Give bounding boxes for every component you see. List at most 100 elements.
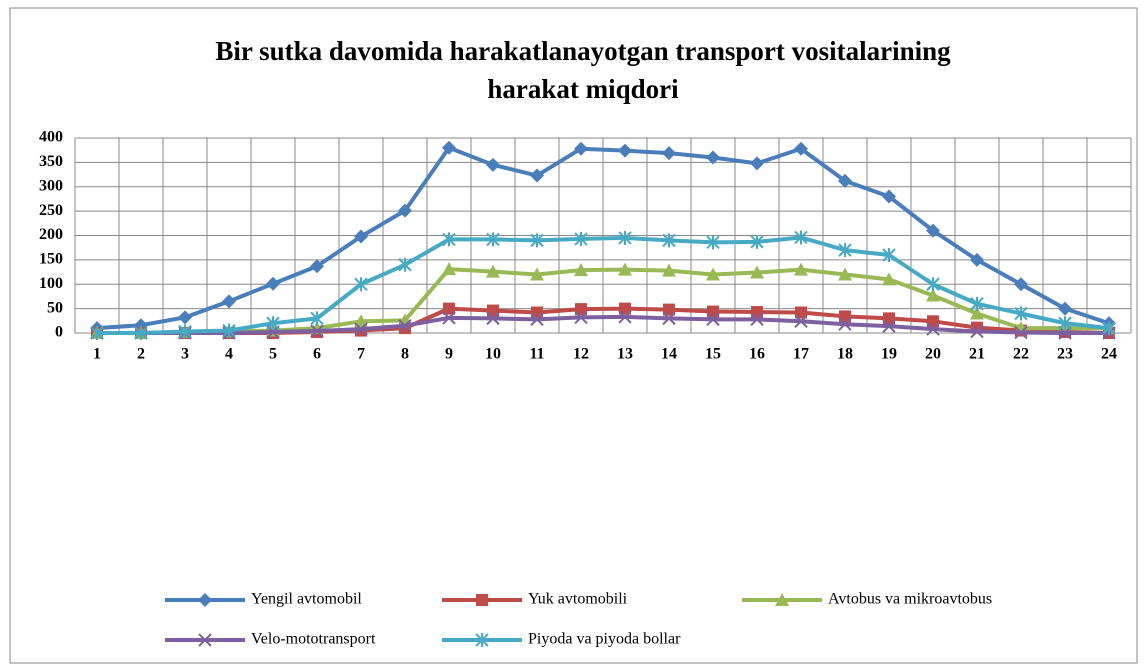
y-tick-label: 200 [39, 226, 63, 243]
marker [398, 318, 412, 333]
x-tick-label: 7 [357, 346, 365, 363]
marker [750, 265, 764, 279]
marker [198, 633, 212, 647]
marker [662, 146, 676, 161]
marker [706, 267, 720, 281]
y-tick-label: 250 [39, 202, 63, 219]
marker [486, 311, 500, 326]
marker [222, 294, 236, 309]
marker [706, 235, 720, 250]
marker [222, 323, 236, 338]
marker [310, 324, 324, 338]
x-tick-label: 2 [137, 346, 145, 363]
x-tick-label: 14 [661, 346, 677, 363]
marker [90, 326, 104, 340]
marker [134, 326, 148, 340]
x-tick-label: 21 [969, 346, 985, 363]
x-tick-label: 22 [1013, 346, 1029, 363]
x-tick-label: 23 [1057, 346, 1073, 363]
marker [926, 223, 940, 238]
marker [486, 232, 500, 247]
x-tick-label: 20 [925, 346, 941, 363]
marker [662, 311, 676, 326]
marker [1058, 326, 1072, 340]
marker [1058, 316, 1072, 331]
y-tick-label: 400 [39, 129, 63, 146]
x-tick-label: 17 [793, 346, 809, 363]
marker [442, 262, 456, 276]
legend-label: Piyoda va piyoda bollar [528, 631, 681, 648]
chart-border [9, 7, 1138, 664]
marker [354, 314, 368, 328]
marker [883, 312, 895, 325]
marker [266, 316, 280, 331]
marker [662, 263, 676, 277]
marker [575, 303, 587, 316]
marker [618, 143, 632, 158]
marker [530, 267, 544, 281]
marker [487, 304, 499, 317]
y-tick-label: 50 [47, 299, 63, 316]
marker [476, 594, 488, 606]
marker [178, 324, 192, 339]
x-tick-label: 24 [1101, 346, 1117, 363]
marker [442, 311, 456, 325]
marker [354, 229, 368, 244]
marker [795, 306, 807, 319]
marker [486, 264, 500, 278]
marker [927, 315, 939, 328]
y-tick-label: 350 [39, 153, 63, 170]
marker [926, 288, 940, 302]
marker [662, 233, 676, 248]
marker [926, 277, 940, 292]
marker [178, 310, 192, 325]
x-tick-label: 12 [573, 346, 589, 363]
marker [574, 231, 588, 246]
marker [398, 257, 412, 272]
x-tick-label: 16 [749, 346, 765, 363]
marker [794, 230, 808, 245]
marker [1014, 325, 1028, 340]
marker [970, 306, 984, 320]
marker [663, 303, 675, 316]
chart-title: Bir sutka davomida harakatlanayotgan tra… [215, 36, 951, 104]
marker [882, 189, 896, 204]
y-tick-label: 100 [39, 275, 63, 292]
y-tick-label: 150 [39, 251, 63, 268]
marker [882, 272, 896, 286]
marker [838, 243, 852, 258]
legend-label: Yengil avtomobil [251, 591, 362, 608]
marker [750, 234, 764, 249]
x-tick-label: 9 [445, 346, 453, 363]
marker [530, 233, 544, 248]
x-tick-label: 13 [617, 346, 633, 363]
x-tick-label: 15 [705, 346, 721, 363]
marker [486, 157, 500, 172]
series-line [97, 314, 1109, 335]
marker [838, 317, 852, 331]
x-tick-label: 8 [401, 346, 409, 363]
marker [794, 314, 808, 329]
marker [618, 310, 632, 324]
marker [442, 140, 456, 155]
x-tick-label: 18 [837, 346, 853, 363]
x-tick-label: 4 [225, 346, 233, 363]
marker [706, 312, 720, 327]
marker [707, 305, 719, 318]
marker [574, 141, 588, 156]
marker [838, 267, 852, 281]
marker [1058, 301, 1072, 316]
marker [970, 252, 984, 267]
marker [354, 277, 368, 292]
marker [443, 302, 455, 315]
marker [530, 312, 544, 327]
marker [1014, 306, 1028, 321]
series-line [97, 235, 1110, 335]
marker [1014, 277, 1028, 292]
legend-label: Avtobus va mikroavtobus [828, 591, 992, 608]
x-tick-label: 6 [313, 346, 321, 363]
x-tick-label: 19 [881, 346, 897, 363]
marker [310, 259, 324, 274]
marker [882, 248, 896, 262]
